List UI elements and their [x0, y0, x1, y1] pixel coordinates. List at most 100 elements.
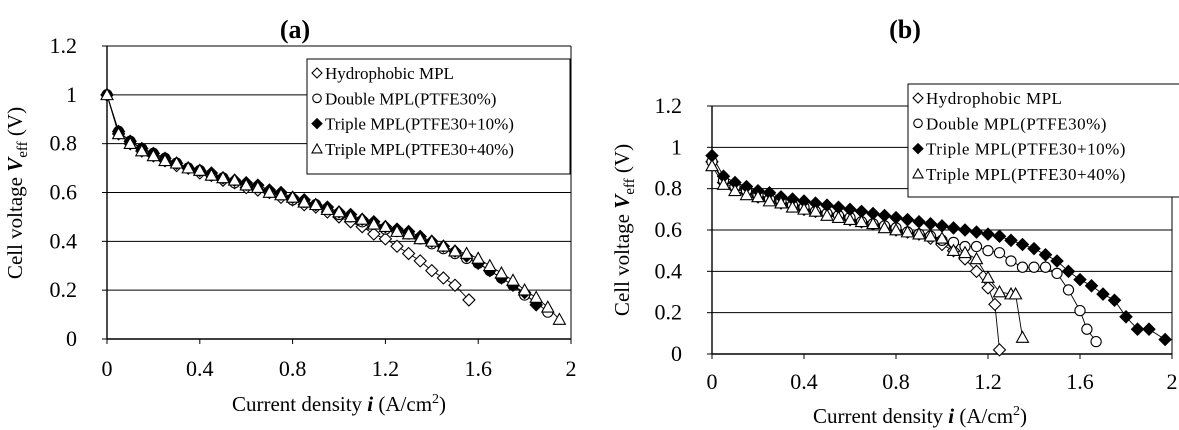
data-point	[912, 227, 926, 240]
x-axis-label-text: Current density	[813, 404, 948, 428]
y-axis-label-text: Cell voltage	[3, 172, 27, 279]
x-axis-label-sup: 2	[1013, 404, 1020, 419]
data-point	[705, 158, 719, 172]
y-tick-label: 0.4	[50, 228, 78, 253]
data-point	[250, 180, 265, 193]
data-point	[123, 136, 138, 150]
data-point	[808, 204, 823, 217]
data-point	[969, 251, 984, 265]
y-tick-label: 0.6	[655, 217, 683, 242]
data-point	[992, 229, 1007, 243]
y-axis-label-var: V	[610, 193, 634, 209]
data-point	[716, 177, 731, 190]
data-point	[1062, 284, 1075, 296]
data-point	[471, 251, 486, 264]
y-tick-label: 1	[66, 82, 77, 107]
y-tick-label: 1.2	[50, 33, 78, 58]
data-point	[332, 204, 346, 218]
data-point	[1005, 255, 1017, 267]
data-point	[462, 293, 476, 307]
chart-title: (b)	[889, 15, 921, 44]
x-axis-label-end: )	[439, 392, 446, 416]
x-tick-label: 0.4	[186, 356, 214, 381]
data-point	[181, 160, 196, 174]
x-tick-label: 0	[707, 369, 718, 394]
data-point	[158, 153, 172, 167]
data-point	[877, 220, 892, 234]
data-point	[540, 300, 555, 313]
data-point	[1119, 310, 1133, 324]
x-tick-label: 2	[566, 356, 577, 381]
legend-marker	[311, 117, 323, 130]
data-point	[981, 270, 995, 283]
y-tick-label: 0.8	[50, 131, 78, 156]
data-point	[239, 178, 254, 191]
y-tick-label: 0.2	[50, 277, 78, 302]
data-point	[285, 190, 300, 203]
data-point	[390, 224, 404, 237]
data-point	[1061, 264, 1076, 279]
legend-label: Triple MPL(PTFE30+10%)	[926, 140, 1126, 159]
legend-label: Hydrophobic MPL	[325, 64, 454, 83]
data-point	[988, 297, 1002, 312]
data-point	[923, 229, 938, 242]
data-point	[1015, 237, 1030, 252]
x-axis-label: Current density i (A/cm2)	[232, 392, 446, 416]
data-point	[1142, 322, 1156, 336]
data-point	[866, 216, 880, 230]
data-point	[981, 227, 995, 241]
data-point	[970, 240, 983, 253]
data-point	[1081, 323, 1093, 335]
data-point	[355, 212, 370, 225]
legend-label: Triple MPL(PTFE30+10%)	[325, 115, 514, 134]
data-point	[274, 187, 288, 201]
x-tick-label: 0.4	[790, 369, 818, 394]
data-point	[900, 212, 915, 227]
data-point	[169, 156, 184, 169]
data-point	[993, 247, 1006, 259]
data-point	[192, 163, 207, 176]
data-point	[900, 224, 915, 238]
data-point	[1158, 332, 1172, 347]
x-axis-label-sup: 2	[432, 392, 439, 407]
x-tick-label: 1.2	[974, 369, 1002, 394]
data-point	[1008, 286, 1023, 300]
data-point	[1004, 233, 1018, 248]
data-point	[459, 246, 474, 259]
data-point	[946, 221, 961, 235]
data-point	[448, 243, 462, 257]
data-point	[436, 271, 451, 285]
data-point	[969, 264, 984, 279]
data-point	[424, 234, 439, 247]
data-point	[946, 243, 961, 257]
data-point	[343, 209, 358, 223]
legend-label: Triple MPL(PTFE30+40%)	[926, 165, 1126, 184]
x-axis-label-unit: (A/cm	[954, 404, 1013, 428]
chart-panel-a: (a)00.20.40.60.811.20 0.4 0.8 1.2 1.6 2Curren…	[3, 15, 577, 416]
data-point	[111, 126, 126, 140]
data-point	[401, 246, 416, 261]
y-axis-label-var: V	[3, 156, 27, 172]
legend-marker	[312, 93, 322, 104]
legend-label: Hydrophobic MPL	[926, 89, 1062, 108]
data-point	[517, 283, 532, 296]
data-point	[1039, 261, 1052, 273]
legend-label: Triple MPL(PTFE30+40%)	[325, 140, 514, 159]
data-point	[969, 225, 984, 239]
y-axis-label: Cell voltage Veff (V)	[3, 107, 31, 279]
data-point	[1038, 248, 1053, 262]
data-point	[425, 263, 439, 278]
x-tick-label: 1.6	[464, 356, 492, 381]
chart-title: (a)	[280, 15, 310, 44]
data-point	[1130, 322, 1145, 336]
data-point	[820, 208, 834, 221]
data-point	[227, 173, 242, 186]
data-point	[204, 168, 219, 181]
x-axis-label-unit: (A/cm	[373, 392, 432, 416]
x-axis-label-text: Current density	[232, 392, 367, 416]
data-point	[854, 214, 869, 228]
data-point	[1016, 261, 1029, 273]
data-point	[935, 231, 949, 244]
legend-marker	[913, 118, 923, 129]
legend-label: Double MPL(PTFE30%)	[926, 114, 1107, 133]
